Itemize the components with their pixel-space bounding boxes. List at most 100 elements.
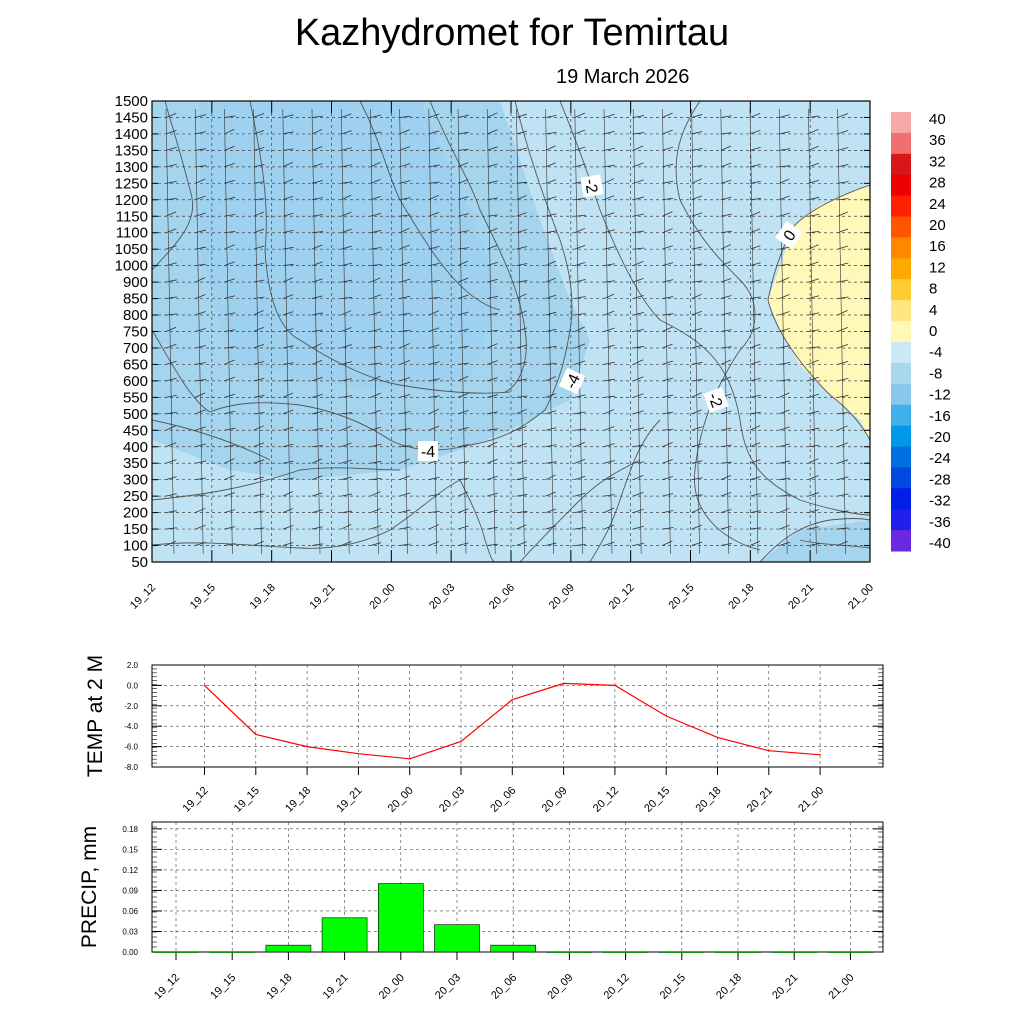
wind-barb <box>633 542 645 546</box>
wind-barb <box>779 524 790 530</box>
wind-barb <box>779 494 791 497</box>
wind-barb <box>574 262 586 267</box>
wind-barb <box>779 477 791 481</box>
wind-barb <box>370 491 381 497</box>
wind-barb <box>603 409 615 415</box>
y-tick-label: 1150 <box>116 208 148 225</box>
wind-barb <box>779 114 790 118</box>
wind-barb <box>633 359 644 365</box>
wind-barb <box>574 279 586 283</box>
wind-barb <box>545 179 557 184</box>
colorbar-segment <box>891 341 911 364</box>
colorbar-segment <box>891 425 911 447</box>
wind-barb <box>165 279 177 283</box>
colorbar-segment <box>891 362 911 385</box>
wind-barb <box>282 328 294 332</box>
y-tick-label: 200 <box>123 505 148 522</box>
wind-barb <box>691 541 703 546</box>
wind-barb <box>341 361 352 365</box>
wind-barb <box>808 179 820 184</box>
y-tick-label: 150 <box>123 521 148 538</box>
wind-barb <box>311 509 323 513</box>
y-tick-label: 300 <box>123 472 148 489</box>
wind-barb <box>341 344 352 349</box>
wind-barb <box>224 526 236 530</box>
colorbar-label: 12 <box>929 259 946 276</box>
cross-section-plot: 1500145014001350130012501200115011001050… <box>115 93 876 612</box>
x-tick-label: 20_12 <box>607 582 637 612</box>
wind-barb <box>195 229 206 234</box>
wind-barb <box>574 129 586 135</box>
wind-barb <box>808 295 820 299</box>
wind-barb <box>691 310 703 316</box>
wind-barb <box>253 425 264 431</box>
temperature-point <box>203 684 206 687</box>
wind-barb <box>457 277 469 283</box>
x-tick-label: 20_06 <box>489 972 519 1002</box>
wind-barb <box>603 280 615 283</box>
wind-barb <box>370 542 382 546</box>
wind-barb <box>399 329 411 332</box>
x-tick-label: 19_21 <box>334 785 364 815</box>
y-tick-label: 1300 <box>115 159 148 176</box>
wind-barb <box>808 509 820 513</box>
wind-barb <box>370 148 382 151</box>
wind-barb <box>662 476 674 481</box>
wind-barb <box>311 458 323 464</box>
temperature-point <box>511 698 514 701</box>
wind-barb <box>311 312 323 316</box>
wind-barb <box>749 228 761 234</box>
wind-barb <box>341 524 352 530</box>
wind-barb <box>837 296 849 299</box>
wind-barb <box>633 346 645 349</box>
wind-barb <box>399 509 411 513</box>
chart-date: 19 March 2026 <box>556 66 690 88</box>
wind-barb <box>399 492 411 497</box>
wind-barb <box>808 244 819 250</box>
wind-barb <box>603 443 615 448</box>
wind-barb <box>195 409 206 415</box>
wind-barb <box>399 129 410 135</box>
wind-barb <box>165 540 177 546</box>
y-tick-label: 0.03 <box>122 927 138 936</box>
x-tick-label: 20_03 <box>427 582 457 612</box>
wind-barb <box>662 245 673 250</box>
wind-barb <box>779 294 790 299</box>
y-tick-label: 250 <box>123 488 148 505</box>
wind-barb <box>779 246 791 250</box>
wind-barb <box>341 113 352 118</box>
wind-barb <box>224 145 235 151</box>
wind-barb <box>399 261 411 267</box>
wind-barb <box>633 311 644 316</box>
wind-barb <box>516 408 527 415</box>
wind-barb <box>574 526 586 530</box>
wind-barb <box>399 244 410 250</box>
wind-barb <box>487 360 498 365</box>
colorbar-label: 28 <box>929 175 946 192</box>
wind-barb <box>779 460 791 464</box>
x-tick-label: 21_00 <box>796 785 826 815</box>
contour-label-bg <box>558 367 586 395</box>
wind-barb <box>720 312 732 316</box>
wind-barb <box>662 326 673 332</box>
wind-barb <box>370 131 382 135</box>
wind-barb <box>487 458 498 464</box>
wind-barb <box>195 165 207 168</box>
wind-barb <box>457 294 469 299</box>
y-tick-label: 650 <box>123 356 148 373</box>
precip-bar <box>827 951 874 953</box>
colorbar-label: 20 <box>929 217 946 234</box>
contour-line <box>799 539 870 549</box>
wind-barb <box>545 132 557 135</box>
colorbar-label: 40 <box>929 111 946 128</box>
wind-barb <box>749 245 761 250</box>
wind-barb <box>487 112 498 118</box>
wind-barb <box>341 510 353 514</box>
wind-barb <box>370 508 381 513</box>
wind-barb <box>311 163 323 168</box>
wind-barb <box>662 493 674 497</box>
wind-barb <box>749 279 761 283</box>
wind-barb <box>837 527 849 530</box>
wind-barb <box>691 409 702 415</box>
wind-barb <box>574 245 586 250</box>
